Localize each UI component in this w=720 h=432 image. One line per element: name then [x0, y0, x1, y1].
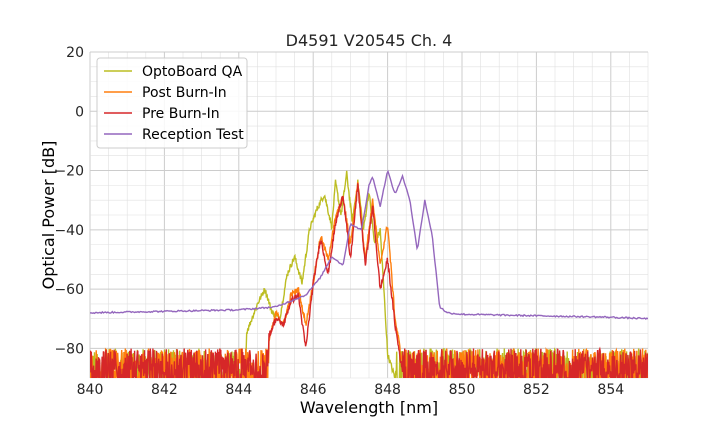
x-axis-label: Wavelength [nm] [300, 398, 438, 417]
legend-label-post-burn-in: Post Burn-In [142, 85, 227, 101]
y-tick-label: −20 [54, 164, 84, 180]
legend-label-reception-test: Reception Test [142, 127, 244, 143]
series-line-optoboard-qa [90, 170, 648, 378]
y-axis-label: Optical Power [dB] [39, 141, 58, 290]
chart-title: D4591 V20545 Ch. 4 [286, 31, 453, 50]
series-line-reception-test [90, 169, 648, 321]
legend-label-pre-burn-in: Pre Burn-In [142, 106, 220, 122]
x-tick-label: 844 [225, 382, 252, 398]
legend: OptoBoard QA Post Burn-In Pre Burn-In Re… [96, 57, 248, 149]
legend-label-optoboard-qa: OptoBoard QA [142, 64, 243, 80]
series-layer [90, 169, 648, 378]
x-tick-label: 840 [77, 382, 104, 398]
y-tick-label: 20 [66, 45, 84, 61]
x-tick-label: 850 [449, 382, 476, 398]
y-tick-label: −40 [54, 223, 84, 239]
y-tick-label: −60 [54, 282, 84, 298]
x-tick-label: 842 [151, 382, 178, 398]
series-line-pre-burn-in [90, 183, 648, 378]
y-tick-label: −80 [54, 341, 84, 357]
x-tick-label: 852 [523, 382, 550, 398]
x-tick-label: 846 [300, 382, 327, 398]
x-tick-label: 854 [597, 382, 624, 398]
y-tick-label: 0 [75, 104, 84, 120]
x-tick-label: 848 [374, 382, 401, 398]
legend-box [96, 57, 248, 149]
tick-labels: 840 842 844 846 848 850 852 854 20 0 −20 −40 −60 −80 [54, 45, 624, 398]
